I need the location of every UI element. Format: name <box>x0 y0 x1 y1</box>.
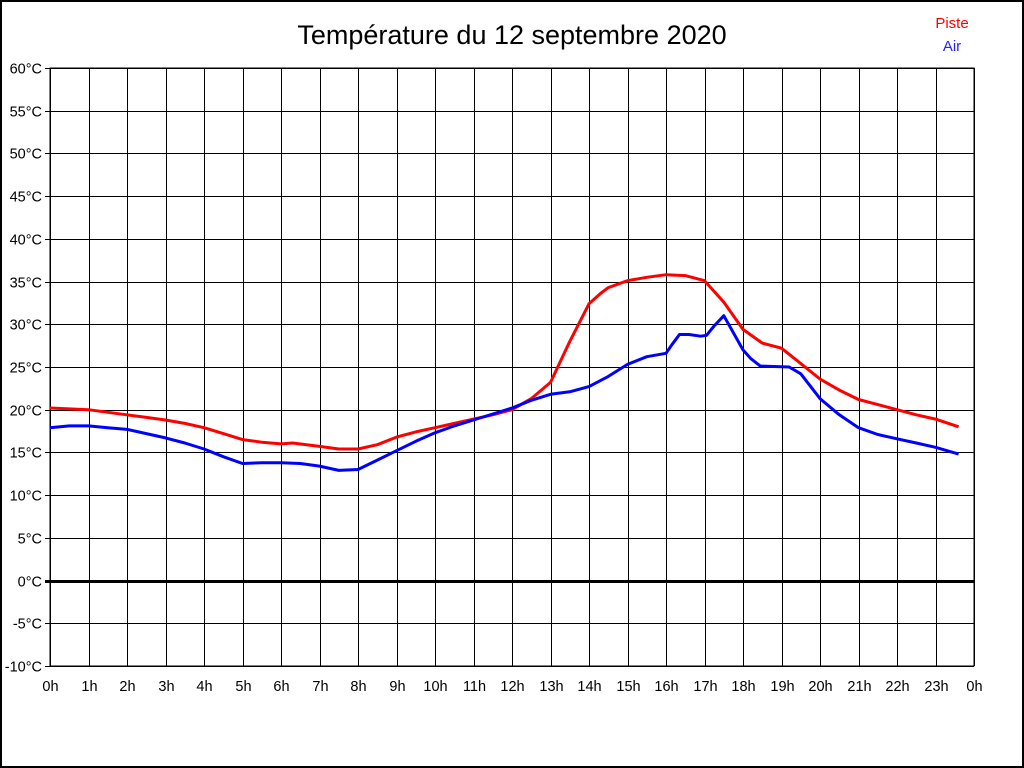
legend-item-air: Air <box>942 38 962 55</box>
x-tick-label: 0h <box>966 679 982 695</box>
x-tick-label: 20h <box>808 679 832 695</box>
x-tick-label: 4h <box>196 679 212 695</box>
x-tick-label: 19h <box>770 679 794 695</box>
y-tick-label: 35°C <box>10 276 42 292</box>
y-tick-label: 40°C <box>10 233 42 249</box>
chart-legend: Piste Air <box>907 12 997 58</box>
x-tick-label: 8h <box>350 679 366 695</box>
x-tick-label: 6h <box>273 679 289 695</box>
y-tick-label: 45°C <box>10 190 42 206</box>
y-tick-label: 55°C <box>10 105 42 121</box>
series-line-piste <box>49 273 960 451</box>
y-tick-label: -5°C <box>13 617 42 633</box>
chart-title: Température du 12 septembre 2020 <box>297 20 727 50</box>
x-tick-label: 7h <box>312 679 328 695</box>
legend-item-piste: Piste <box>935 15 969 32</box>
y-tick-label: 50°C <box>10 147 42 163</box>
y-tick-label: 25°C <box>10 361 42 377</box>
x-tick-label: 16h <box>654 679 678 695</box>
x-tick-label: 18h <box>731 679 755 695</box>
x-tick-label: 5h <box>235 679 251 695</box>
y-tick-label: -10°C <box>5 660 42 676</box>
x-tick-label: 3h <box>158 679 174 695</box>
series-line-air <box>49 314 960 472</box>
plot-border <box>49 67 975 667</box>
y-tick-label: 5°C <box>18 532 42 548</box>
x-tick-label: 13h <box>539 679 563 695</box>
x-tick-label: 21h <box>847 679 871 695</box>
x-tick-label: 0h <box>42 679 58 695</box>
y-tick-label: 60°C <box>10 62 42 78</box>
x-tick-label: 12h <box>500 679 524 695</box>
y-tick-label: 20°C <box>10 404 42 420</box>
x-tick-label: 11h <box>463 679 486 695</box>
y-tick-label: 10°C <box>10 489 42 505</box>
x-tick-label: 14h <box>577 679 601 695</box>
x-tick-label: 23h <box>924 679 948 695</box>
x-tick-label: 1h <box>81 679 97 695</box>
x-tick-label: 9h <box>389 679 405 695</box>
y-tick-label: 0°C <box>18 575 42 591</box>
y-tick-label: 30°C <box>10 318 42 334</box>
x-tick-label: 2h <box>119 679 135 695</box>
x-tick-label: 15h <box>616 679 640 695</box>
x-tick-label: 17h <box>693 679 717 695</box>
x-tick-label: 10h <box>423 679 447 695</box>
y-tick-label: 15°C <box>10 446 42 462</box>
x-tick-label: 22h <box>885 679 909 695</box>
